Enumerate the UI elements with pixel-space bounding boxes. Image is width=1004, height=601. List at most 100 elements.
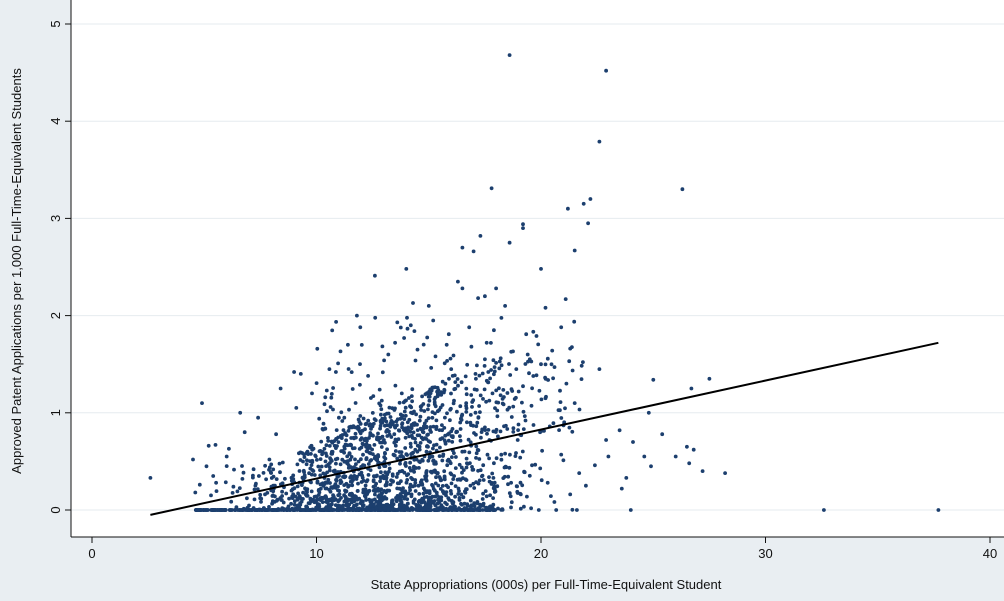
data-point xyxy=(457,498,462,502)
data-point xyxy=(373,315,378,320)
data-point xyxy=(251,467,256,472)
data-point xyxy=(525,494,529,499)
data-point xyxy=(562,420,567,425)
data-point xyxy=(379,412,383,417)
data-point xyxy=(380,434,385,439)
data-point xyxy=(324,443,329,448)
data-point xyxy=(417,418,422,423)
data-point xyxy=(258,496,263,501)
data-point xyxy=(481,491,485,496)
data-point xyxy=(471,508,475,512)
data-point xyxy=(324,500,329,504)
data-point xyxy=(315,346,320,351)
data-point xyxy=(316,464,321,469)
data-point xyxy=(444,483,449,488)
data-point xyxy=(359,436,364,440)
data-point xyxy=(492,484,497,489)
data-point xyxy=(509,387,514,392)
data-point xyxy=(642,454,647,459)
data-point xyxy=(339,496,343,500)
data-point xyxy=(378,419,383,423)
data-point xyxy=(534,373,539,378)
data-point xyxy=(454,429,459,434)
data-point xyxy=(343,495,348,500)
data-point xyxy=(328,405,333,409)
data-point xyxy=(448,356,453,361)
data-point xyxy=(398,492,403,496)
data-point xyxy=(426,304,431,308)
data-point xyxy=(507,491,512,495)
data-point xyxy=(301,490,305,495)
data-point xyxy=(486,370,491,374)
data-point xyxy=(552,500,557,504)
data-point xyxy=(449,406,453,411)
data-point xyxy=(470,405,474,409)
data-point xyxy=(274,477,279,481)
data-point xyxy=(214,480,219,485)
data-point xyxy=(291,477,296,481)
data-point xyxy=(302,473,307,478)
data-point xyxy=(508,373,513,377)
data-point xyxy=(404,452,409,457)
data-point xyxy=(401,455,405,459)
data-point xyxy=(419,404,424,408)
data-point xyxy=(486,380,491,385)
data-point xyxy=(448,471,453,476)
data-point xyxy=(310,447,315,452)
data-point xyxy=(376,488,381,492)
data-point xyxy=(292,370,296,374)
data-point xyxy=(384,429,389,434)
data-point xyxy=(489,368,493,372)
data-point xyxy=(557,428,561,432)
data-point xyxy=(436,483,441,488)
data-point xyxy=(372,417,377,421)
data-point xyxy=(324,451,328,456)
data-point xyxy=(292,502,297,507)
data-point xyxy=(355,489,360,493)
data-point xyxy=(415,443,420,448)
data-point xyxy=(308,459,312,463)
data-point xyxy=(529,359,534,364)
data-point xyxy=(380,491,384,496)
data-point xyxy=(495,408,500,413)
data-point xyxy=(435,506,440,511)
data-point xyxy=(241,506,246,511)
data-point xyxy=(515,491,520,495)
data-point xyxy=(337,474,341,478)
data-point xyxy=(417,459,421,464)
data-point xyxy=(455,409,459,414)
data-point xyxy=(366,418,371,423)
data-point xyxy=(495,414,500,419)
data-point xyxy=(384,490,388,495)
x-tick-label: 10 xyxy=(309,546,323,561)
data-point xyxy=(421,342,426,347)
data-point xyxy=(410,451,415,456)
data-point xyxy=(302,470,306,474)
data-point xyxy=(360,473,365,478)
data-point xyxy=(232,467,236,472)
data-point xyxy=(567,359,572,364)
data-point xyxy=(523,418,528,423)
data-point xyxy=(354,496,359,501)
data-point xyxy=(412,421,417,426)
data-point xyxy=(520,483,525,488)
data-point xyxy=(483,357,487,362)
data-point xyxy=(323,486,328,491)
data-point xyxy=(378,403,383,408)
data-point xyxy=(516,422,521,427)
data-point xyxy=(224,464,229,468)
data-point xyxy=(294,406,299,410)
data-point xyxy=(453,494,457,499)
data-point xyxy=(432,499,437,503)
data-point xyxy=(597,367,602,371)
data-point xyxy=(429,430,433,434)
data-point xyxy=(558,388,562,393)
data-point xyxy=(477,373,482,378)
data-point xyxy=(230,491,235,495)
data-point xyxy=(559,452,564,457)
data-point xyxy=(374,474,378,479)
data-point xyxy=(505,391,510,395)
data-point xyxy=(484,505,488,510)
data-point xyxy=(330,450,334,454)
data-point xyxy=(415,347,420,352)
